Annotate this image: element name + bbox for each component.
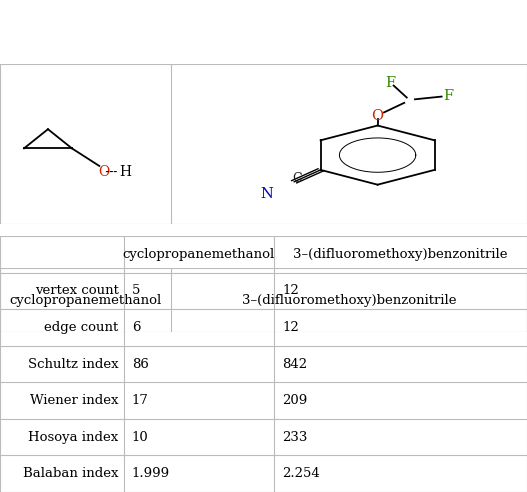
Text: 1.999: 1.999 bbox=[132, 467, 170, 480]
Text: F: F bbox=[385, 76, 395, 90]
Text: Schultz index: Schultz index bbox=[28, 358, 119, 370]
Text: 2.254: 2.254 bbox=[282, 467, 320, 480]
Text: Balaban index: Balaban index bbox=[23, 467, 119, 480]
Text: N: N bbox=[260, 187, 273, 201]
Text: 10: 10 bbox=[132, 430, 149, 444]
Text: vertex count: vertex count bbox=[35, 284, 119, 298]
Text: O: O bbox=[372, 109, 384, 123]
Text: 17: 17 bbox=[132, 394, 149, 407]
Text: O: O bbox=[98, 164, 109, 179]
Text: 12: 12 bbox=[282, 321, 299, 334]
Text: 3–(difluoromethoxy)benzonitrile: 3–(difluoromethoxy)benzonitrile bbox=[293, 248, 508, 261]
Text: cyclopropanemethanol: cyclopropanemethanol bbox=[9, 294, 162, 307]
Text: edge count: edge count bbox=[44, 321, 119, 334]
Text: 233: 233 bbox=[282, 430, 307, 444]
Text: 209: 209 bbox=[282, 394, 307, 407]
Text: cyclopropanemethanol: cyclopropanemethanol bbox=[123, 248, 275, 261]
Text: 6: 6 bbox=[132, 321, 140, 334]
Text: Wiener index: Wiener index bbox=[30, 394, 119, 407]
Text: C: C bbox=[292, 172, 302, 185]
Text: H: H bbox=[119, 164, 131, 179]
Text: 3–(difluoromethoxy)benzonitrile: 3–(difluoromethoxy)benzonitrile bbox=[242, 294, 456, 307]
Text: 5: 5 bbox=[132, 284, 140, 298]
Text: F: F bbox=[444, 89, 454, 103]
Text: 842: 842 bbox=[282, 358, 307, 370]
Text: Hosoya index: Hosoya index bbox=[28, 430, 119, 444]
Text: 12: 12 bbox=[282, 284, 299, 298]
Text: 86: 86 bbox=[132, 358, 149, 370]
